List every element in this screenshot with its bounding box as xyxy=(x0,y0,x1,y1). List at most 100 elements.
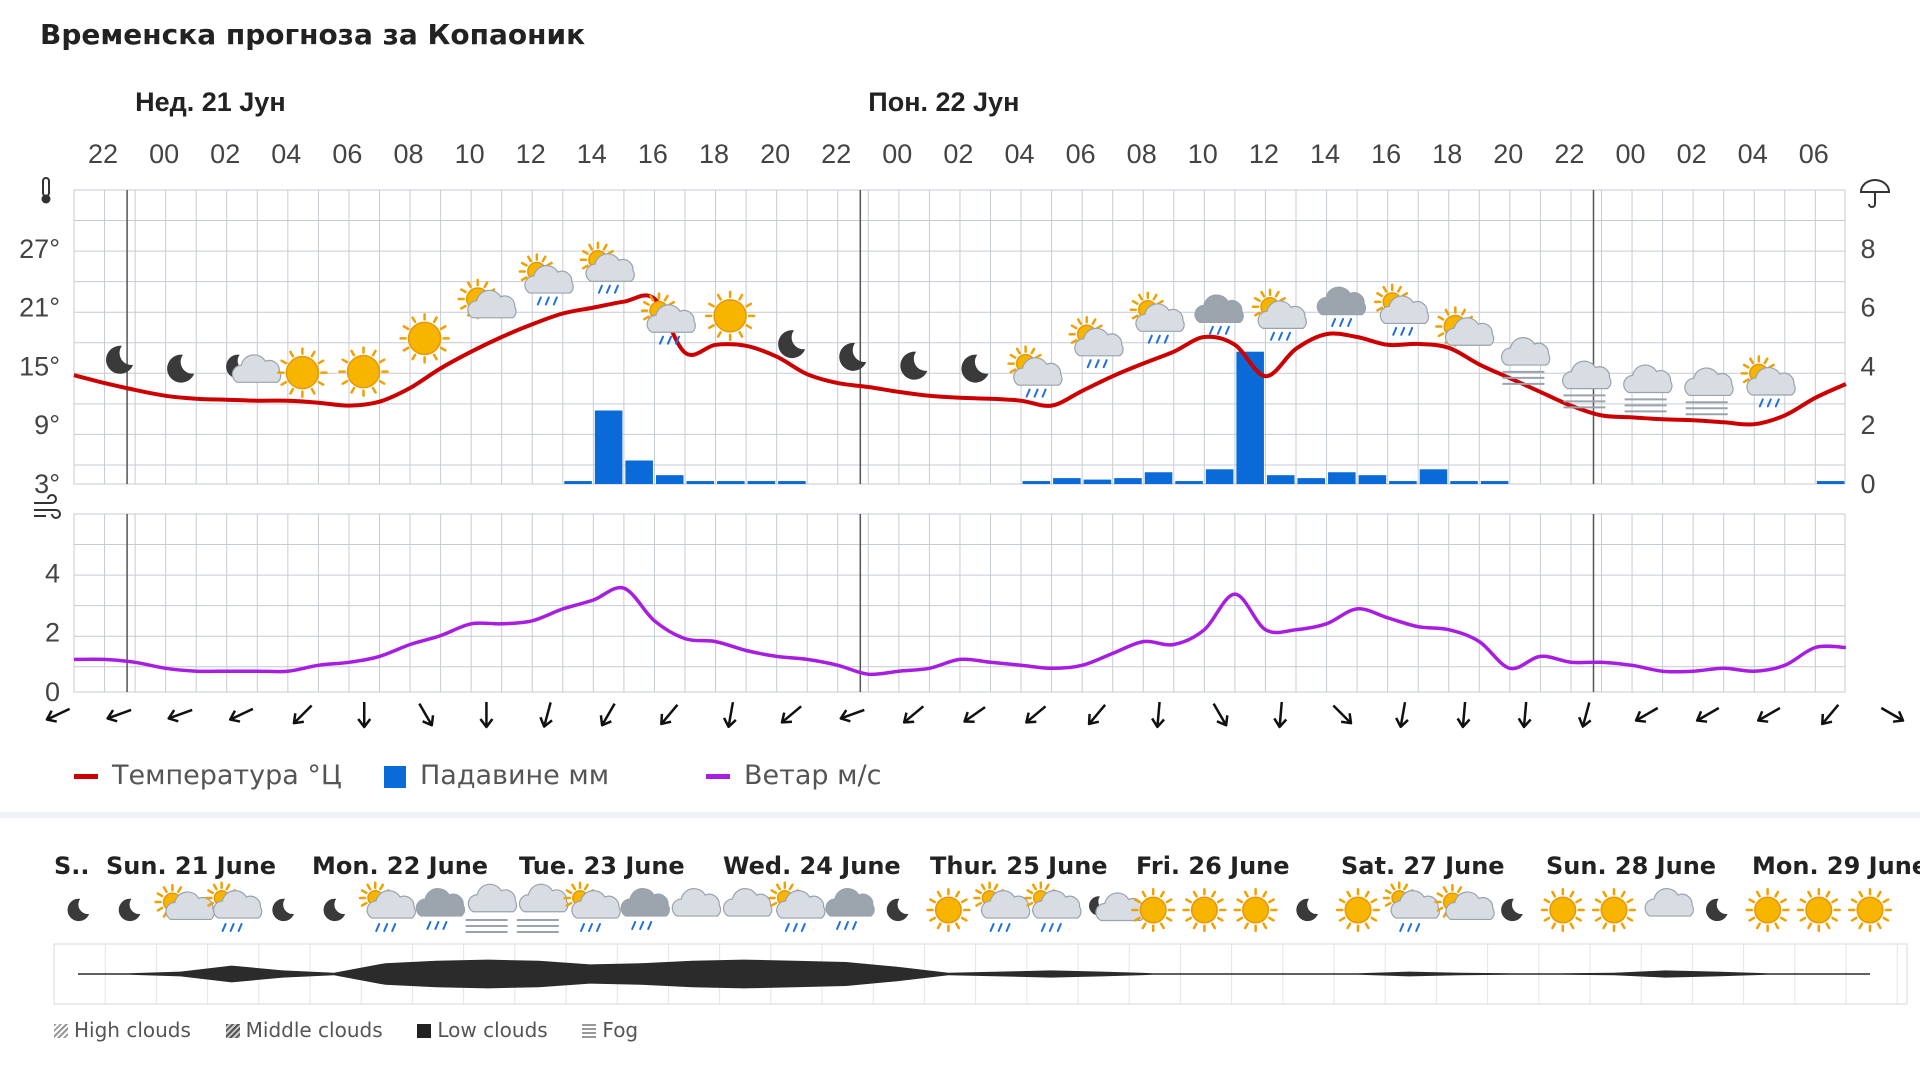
precipitation-bar xyxy=(1419,469,1448,484)
precipitation-tick: 8 xyxy=(1860,234,1875,264)
sun-icon xyxy=(1131,887,1176,933)
hour-label: 18 xyxy=(699,139,729,169)
precipitation-bar xyxy=(1083,479,1112,484)
hour-label: 10 xyxy=(455,139,485,169)
hour-label: 18 xyxy=(1432,139,1462,169)
week-day-label[interactable]: Mon. 22 June xyxy=(312,852,489,880)
moon-icon xyxy=(886,898,909,922)
hour-label: 00 xyxy=(882,139,912,169)
cloud-legend: High clouds Middle clouds Low clouds Fog xyxy=(54,1018,638,1042)
precipitation-bar xyxy=(1022,481,1051,484)
week-day-label[interactable]: Sat. 27 June xyxy=(1341,852,1505,880)
chart-grid xyxy=(73,189,1846,693)
wind-line xyxy=(73,585,1846,677)
wind-arrow xyxy=(1517,701,1532,729)
hour-label: 22 xyxy=(1554,139,1584,169)
hour-label: 14 xyxy=(1310,139,1340,169)
week-day-label[interactable]: Sun. 21 June xyxy=(106,852,277,880)
precipitation-bar xyxy=(686,481,715,484)
wind-arrow xyxy=(1212,702,1229,727)
precipitation-bar xyxy=(1266,475,1295,484)
fog-swatch xyxy=(582,1024,597,1038)
wind-direction-arrows xyxy=(45,701,1905,729)
cloud-icon xyxy=(1644,888,1694,917)
hour-label: 14 xyxy=(577,139,607,169)
sun-cloud-rain-icon xyxy=(768,881,826,932)
hour-label: 02 xyxy=(943,139,973,169)
temperature-line xyxy=(73,293,1847,427)
low-clouds-swatch xyxy=(417,1024,432,1038)
precipitation-bar xyxy=(1450,481,1478,484)
sun-cloud-icon xyxy=(154,883,215,921)
wind-arrow xyxy=(1757,706,1781,723)
temperature-series xyxy=(73,293,1847,427)
wind-arrow xyxy=(839,708,865,723)
wind-arrow xyxy=(1821,704,1840,726)
cloud-fog-icon xyxy=(465,883,518,933)
week-day-label[interactable]: Sun. 28 June xyxy=(1546,852,1717,880)
wind-arrow xyxy=(1025,705,1047,724)
wind-arrow xyxy=(1151,701,1165,729)
wind-arrow xyxy=(418,702,435,727)
cloud-rain-icon xyxy=(415,888,466,930)
week-day-label[interactable]: Wed. 24 June xyxy=(723,852,901,880)
precipitation-bar xyxy=(747,481,776,484)
sun-cloud-rain-icon xyxy=(1382,881,1440,932)
sun-cloud-rain-icon xyxy=(1251,288,1307,341)
cloud-icon xyxy=(671,888,722,917)
wind-arrow xyxy=(479,702,494,729)
wind-arrow xyxy=(660,704,679,726)
precipitation-bar xyxy=(1144,472,1173,484)
hour-label: 06 xyxy=(1066,139,1096,169)
hour-label: 04 xyxy=(271,139,301,169)
week-day-label[interactable]: Fri. 26 June xyxy=(1136,852,1290,880)
hour-label: 02 xyxy=(1677,139,1707,169)
sun-cloud-icon xyxy=(1434,883,1495,921)
precipitation-bar xyxy=(1175,481,1203,484)
week-day-label[interactable]: Thur. 25 June xyxy=(930,852,1108,880)
fog-label: Fog xyxy=(602,1018,639,1042)
legend-precipitation-swatch xyxy=(384,765,406,788)
temperature-tick: 21° xyxy=(19,293,60,323)
middle-clouds-swatch xyxy=(225,1024,240,1038)
precipitation-bar xyxy=(655,475,684,484)
wind-arrow xyxy=(1395,701,1409,729)
hour-label: 12 xyxy=(1249,139,1279,169)
wind-tick: 4 xyxy=(45,558,60,588)
wind-arrow xyxy=(1695,706,1720,723)
low-clouds-label: Low clouds xyxy=(437,1018,548,1042)
sun-icon xyxy=(1591,887,1637,933)
hour-label: 08 xyxy=(1127,139,1157,169)
temperature-tick: 9° xyxy=(34,410,60,440)
week-day-label[interactable]: Mon. 29 June xyxy=(1752,852,1920,880)
precipitation-tick: 2 xyxy=(1860,410,1875,440)
sun-cloud-rain-icon xyxy=(973,881,1031,932)
thermometer-icon xyxy=(41,177,51,204)
precipitation-tick: 6 xyxy=(1860,293,1875,323)
hour-label: 22 xyxy=(88,139,118,169)
cloud-fog-icon xyxy=(516,883,569,933)
moon-icon xyxy=(1501,898,1523,922)
sun-cloud-icon xyxy=(1435,306,1495,347)
sun-icon xyxy=(1847,887,1893,933)
moon-cloud-icon xyxy=(226,354,282,383)
moon-icon xyxy=(1296,898,1318,922)
sun-cloud-rain-icon xyxy=(1068,315,1124,369)
hour-label: 20 xyxy=(760,139,790,169)
hour-label: 16 xyxy=(1371,139,1401,169)
weather-icons xyxy=(106,241,1796,416)
wind-arrow xyxy=(902,705,925,724)
temperature-tick: 15° xyxy=(19,351,60,381)
legend-wind-swatch xyxy=(706,774,730,779)
precipitation-bar xyxy=(1816,481,1845,484)
temperature-tick: 3° xyxy=(34,469,60,499)
week-day-label[interactable]: S.. xyxy=(54,852,90,880)
wind-arrow xyxy=(167,708,193,723)
wind-arrow xyxy=(1456,701,1471,729)
high-clouds-swatch xyxy=(54,1024,68,1038)
middle-clouds-label: Middle clouds xyxy=(245,1018,383,1042)
week-day-label[interactable]: Tue. 23 June xyxy=(519,852,685,880)
moon-icon xyxy=(167,354,195,383)
umbrella-icon xyxy=(1859,179,1891,208)
